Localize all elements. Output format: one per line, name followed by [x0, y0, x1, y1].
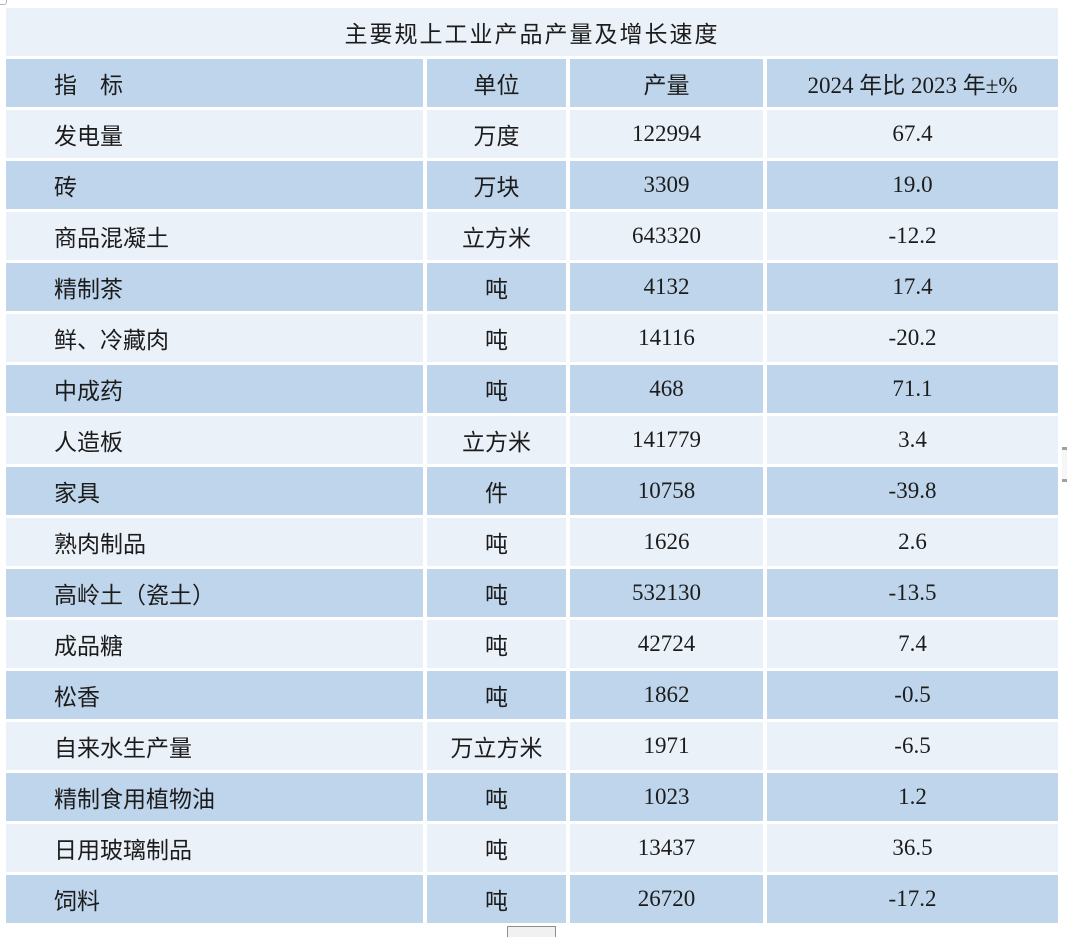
change-cell: 19.0: [767, 161, 1058, 209]
horizontal-scrollbar-thumb[interactable]: [507, 926, 556, 937]
output-cell: 1023: [570, 773, 763, 821]
table-row: 成品糖吨 42724 7.4: [6, 620, 1058, 668]
indicator-cell: 成品糖: [6, 620, 423, 668]
unit-cell: 吨: [427, 671, 566, 719]
table-row: 中成药吨 468 71.1: [6, 365, 1058, 413]
unit-cell: 吨: [427, 365, 566, 413]
table-title: 主要规上工业产品产量及增长速度: [6, 8, 1058, 56]
change-cell: -20.2: [767, 314, 1058, 362]
table-row: 精制食用植物油吨 1023 1.2: [6, 773, 1058, 821]
change-cell: -39.8: [767, 467, 1058, 515]
output-cell: 643320: [570, 212, 763, 260]
change-cell: -12.2: [767, 212, 1058, 260]
unit-cell: 吨: [427, 263, 566, 311]
unit-cell: 万度: [427, 110, 566, 158]
output-cell: 4132: [570, 263, 763, 311]
header-change: 2024 年比 2023 年±%: [767, 59, 1058, 107]
table-row: 家具件 10758 -39.8: [6, 467, 1058, 515]
table-header-row: 指 标 单位 产量 2024 年比 2023 年±%: [6, 59, 1058, 107]
output-cell: 141779: [570, 416, 763, 464]
unit-cell: 吨: [427, 569, 566, 617]
output-cell: 13437: [570, 824, 763, 872]
unit-cell: 立方米: [427, 416, 566, 464]
unit-cell: 吨: [427, 314, 566, 362]
indicator-cell: 熟肉制品: [6, 518, 423, 566]
output-cell: 3309: [570, 161, 763, 209]
table-title-row: 主要规上工业产品产量及增长速度: [6, 8, 1058, 56]
change-cell: 17.4: [767, 263, 1058, 311]
change-cell: -13.5: [767, 569, 1058, 617]
header-output: 产量: [570, 59, 763, 107]
change-cell: -0.5: [767, 671, 1058, 719]
indicator-cell: 精制食用植物油: [6, 773, 423, 821]
indicator-cell: 商品混凝土: [6, 212, 423, 260]
unit-cell: 吨: [427, 824, 566, 872]
table-row: 熟肉制品吨 1626 2.6: [6, 518, 1058, 566]
unit-cell: 吨: [427, 875, 566, 923]
table-row: 饲料吨 26720 -17.2: [6, 875, 1058, 923]
header-indicator: 指 标: [6, 59, 423, 107]
table-row: 松香吨 1862 -0.5: [6, 671, 1058, 719]
table-row: 商品混凝土 立方米 643320 -12.2: [6, 212, 1058, 260]
indicator-cell: 家具: [6, 467, 423, 515]
table-row: 砖万块 3309 19.0: [6, 161, 1058, 209]
indicator-cell: 饲料: [6, 875, 423, 923]
change-cell: 2.6: [767, 518, 1058, 566]
change-cell: -17.2: [767, 875, 1058, 923]
output-cell: 468: [570, 365, 763, 413]
indicator-cell: 高岭土（瓷土）: [6, 569, 423, 617]
output-cell: 532130: [570, 569, 763, 617]
vertical-scrollbar-fragment[interactable]: [1062, 447, 1067, 482]
indicator-cell: 人造板: [6, 416, 423, 464]
unit-cell: 万立方米: [427, 722, 566, 770]
change-cell: 67.4: [767, 110, 1058, 158]
indicator-cell: 日用玻璃制品: [6, 824, 423, 872]
indicator-cell: 松香: [6, 671, 423, 719]
output-cell: 26720: [570, 875, 763, 923]
indicator-cell: 发电量: [6, 110, 423, 158]
table-row: 高岭土（瓷土）吨 532130 -13.5: [6, 569, 1058, 617]
output-cell: 10758: [570, 467, 763, 515]
indicator-cell: 鲜、冷藏肉: [6, 314, 423, 362]
indicator-cell: 砖: [6, 161, 423, 209]
table-body: 发电量 万度 122994 67.4 砖万块 3309 19.0 商品混凝土 立方米 643320…: [6, 110, 1058, 923]
unit-cell: 件: [427, 467, 566, 515]
table-row: 精制茶吨 4132 17.4: [6, 263, 1058, 311]
change-cell: 7.4: [767, 620, 1058, 668]
output-cell: 1971: [570, 722, 763, 770]
header-unit: 单位: [427, 59, 566, 107]
unit-cell: 吨: [427, 773, 566, 821]
change-cell: 71.1: [767, 365, 1058, 413]
output-cell: 42724: [570, 620, 763, 668]
table-row: 人造板 立方米 141779 3.4: [6, 416, 1058, 464]
change-cell: -6.5: [767, 722, 1058, 770]
unit-cell: 吨: [427, 518, 566, 566]
output-cell: 122994: [570, 110, 763, 158]
unit-cell: 万块: [427, 161, 566, 209]
indicator-cell: 精制茶: [6, 263, 423, 311]
indicator-cell: 自来水生产量: [6, 722, 423, 770]
change-cell: 1.2: [767, 773, 1058, 821]
table-row: 鲜、冷藏肉吨 14116 -20.2: [6, 314, 1058, 362]
table-move-handle-icon[interactable]: [0, 0, 7, 5]
unit-cell: 立方米: [427, 212, 566, 260]
change-cell: 36.5: [767, 824, 1058, 872]
table-row: 发电量 万度 122994 67.4: [6, 110, 1058, 158]
table-row: 自来水生产量 万立方米 1971 -6.5: [6, 722, 1058, 770]
industrial-output-table: 主要规上工业产品产量及增长速度 指 标 单位 产量 2024 年比 2023 年…: [2, 5, 1062, 926]
indicator-cell: 中成药: [6, 365, 423, 413]
output-cell: 1862: [570, 671, 763, 719]
output-cell: 14116: [570, 314, 763, 362]
output-cell: 1626: [570, 518, 763, 566]
change-cell: 3.4: [767, 416, 1058, 464]
table-row: 日用玻璃制品吨 13437 36.5: [6, 824, 1058, 872]
unit-cell: 吨: [427, 620, 566, 668]
